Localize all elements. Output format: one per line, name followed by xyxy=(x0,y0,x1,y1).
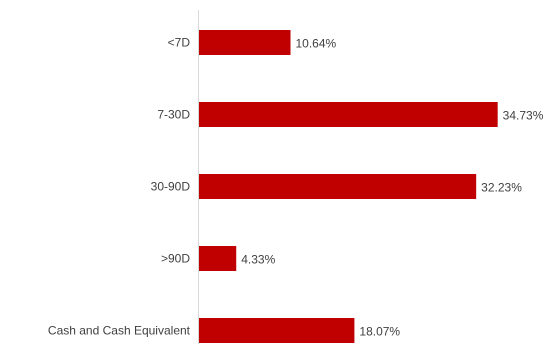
bar-2 xyxy=(199,174,477,199)
value-label-3: 4.33% xyxy=(241,253,275,267)
value-labels-group: 10.64% 34.73% 32.23% 4.33% 18.07% xyxy=(241,37,543,339)
value-label-4: 18.07% xyxy=(359,325,400,339)
value-label-2: 32.23% xyxy=(481,181,522,195)
bar-4 xyxy=(199,318,355,343)
value-label-0: 10.64% xyxy=(296,37,337,51)
bar-1 xyxy=(199,102,498,127)
category-label-0: <7D xyxy=(168,36,191,50)
category-label-2: 30-90D xyxy=(151,180,191,194)
category-label-1: 7-30D xyxy=(157,108,190,122)
value-label-1: 34.73% xyxy=(503,109,544,123)
bar-0 xyxy=(199,30,291,55)
bars-group xyxy=(199,30,498,343)
bar-3 xyxy=(199,246,237,271)
category-label-3: >90D xyxy=(161,252,190,266)
category-labels-group: <7D 7-30D 30-90D >90D Cash and Cash Equivale… xyxy=(48,36,191,338)
category-label-4: Cash and Cash Equivalent xyxy=(48,324,191,338)
